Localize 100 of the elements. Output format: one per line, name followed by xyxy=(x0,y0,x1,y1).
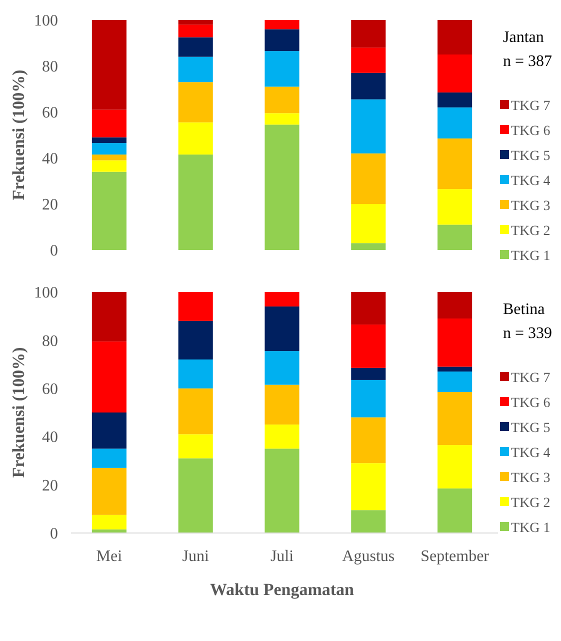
bar xyxy=(92,143,126,155)
bar xyxy=(438,20,472,54)
bar xyxy=(264,424,300,449)
bar xyxy=(264,51,300,87)
y-tick-label: 0 xyxy=(50,526,58,543)
bar xyxy=(92,160,126,172)
bar xyxy=(351,72,386,100)
y-axis-title: Frekuensi (100%) xyxy=(9,70,28,200)
bar xyxy=(351,368,386,380)
text: Jantan xyxy=(503,29,544,46)
bar xyxy=(351,417,386,464)
y-tick-label: 100 xyxy=(34,12,58,30)
text: n = 339 xyxy=(503,325,552,342)
bar xyxy=(351,463,386,510)
bar xyxy=(178,122,213,155)
bar xyxy=(351,48,386,73)
y-tick-label: 80 xyxy=(42,58,58,76)
legend-label: TKG 6 xyxy=(511,396,550,411)
bar xyxy=(92,468,126,515)
bar xyxy=(438,318,472,367)
bar xyxy=(438,372,472,392)
y-tick-label: 20 xyxy=(42,196,58,214)
x-tick-label: September xyxy=(420,548,490,565)
bar xyxy=(92,292,126,342)
bar xyxy=(92,20,126,110)
y-tick-label: 20 xyxy=(42,477,58,494)
bar xyxy=(178,82,213,122)
bar xyxy=(92,412,126,449)
legend-label: TKG 6 xyxy=(511,124,550,139)
bar xyxy=(178,56,213,82)
bar xyxy=(264,29,300,52)
y-axis-title: Frekuensi (100%) xyxy=(9,347,28,478)
legend-label: TKG 7 xyxy=(511,370,550,386)
y-tick-label: 100 xyxy=(34,284,58,302)
y-tick-label: 40 xyxy=(42,429,58,446)
bar xyxy=(351,292,386,325)
bar xyxy=(178,37,213,57)
bar xyxy=(438,292,472,319)
legend-label: TKG 2 xyxy=(511,496,550,511)
bar xyxy=(351,20,386,48)
y-tick-label: 60 xyxy=(42,104,58,122)
legend-label: TKG 5 xyxy=(511,420,550,436)
bar xyxy=(351,204,386,244)
bar xyxy=(438,107,472,138)
bar xyxy=(438,366,472,372)
bar xyxy=(351,153,386,204)
legend-label: TKG 5 xyxy=(511,148,550,164)
legend-label: TKG 4 xyxy=(511,446,550,461)
bar xyxy=(264,20,300,30)
bar xyxy=(178,388,213,434)
x-tick-label: Juli xyxy=(270,548,294,565)
bar xyxy=(178,154,213,250)
x-tick-label: Juni xyxy=(182,548,210,565)
legend-label: TKG 3 xyxy=(511,198,550,214)
x-tick-label: Mei xyxy=(96,548,123,565)
bar xyxy=(264,306,300,352)
bar xyxy=(178,434,213,458)
bar xyxy=(92,110,126,138)
legend-label: TKG 1 xyxy=(511,520,550,536)
bar xyxy=(438,189,472,225)
bar xyxy=(438,54,472,92)
bar xyxy=(92,172,126,250)
bar xyxy=(264,351,300,385)
bar xyxy=(351,510,386,533)
x-axis-title: Waktu Pengamatan xyxy=(210,580,355,599)
bar xyxy=(351,380,386,418)
bar xyxy=(92,137,126,144)
bar xyxy=(178,292,213,321)
bar xyxy=(438,92,472,108)
bar xyxy=(264,384,300,425)
legend-label: TKG 7 xyxy=(511,98,550,114)
bar xyxy=(178,24,213,38)
bar xyxy=(438,392,472,446)
bar xyxy=(264,124,300,250)
text: n = 387 xyxy=(503,53,552,70)
bar xyxy=(92,514,126,530)
bar xyxy=(178,359,213,388)
bar xyxy=(438,445,472,488)
bar xyxy=(351,324,386,368)
bar xyxy=(264,113,300,125)
x-tick-label: Agustus xyxy=(342,548,395,565)
bar xyxy=(264,86,300,114)
bar xyxy=(178,20,213,25)
bar xyxy=(264,292,300,306)
text: Betina xyxy=(503,301,545,318)
bar xyxy=(351,243,386,250)
legend-label: TKG 3 xyxy=(511,470,550,486)
bar xyxy=(92,154,126,160)
y-tick-label: 80 xyxy=(42,332,58,350)
y-tick-label: 0 xyxy=(50,242,58,260)
legend-label: TKG 1 xyxy=(511,248,550,264)
bar xyxy=(438,138,472,190)
bar xyxy=(178,320,213,360)
legend-label: TKG 4 xyxy=(511,174,550,189)
bar xyxy=(178,458,213,533)
bar xyxy=(438,488,472,533)
y-tick-label: 60 xyxy=(42,381,58,398)
bar xyxy=(351,99,386,154)
bar xyxy=(92,448,126,468)
bar xyxy=(438,224,472,250)
